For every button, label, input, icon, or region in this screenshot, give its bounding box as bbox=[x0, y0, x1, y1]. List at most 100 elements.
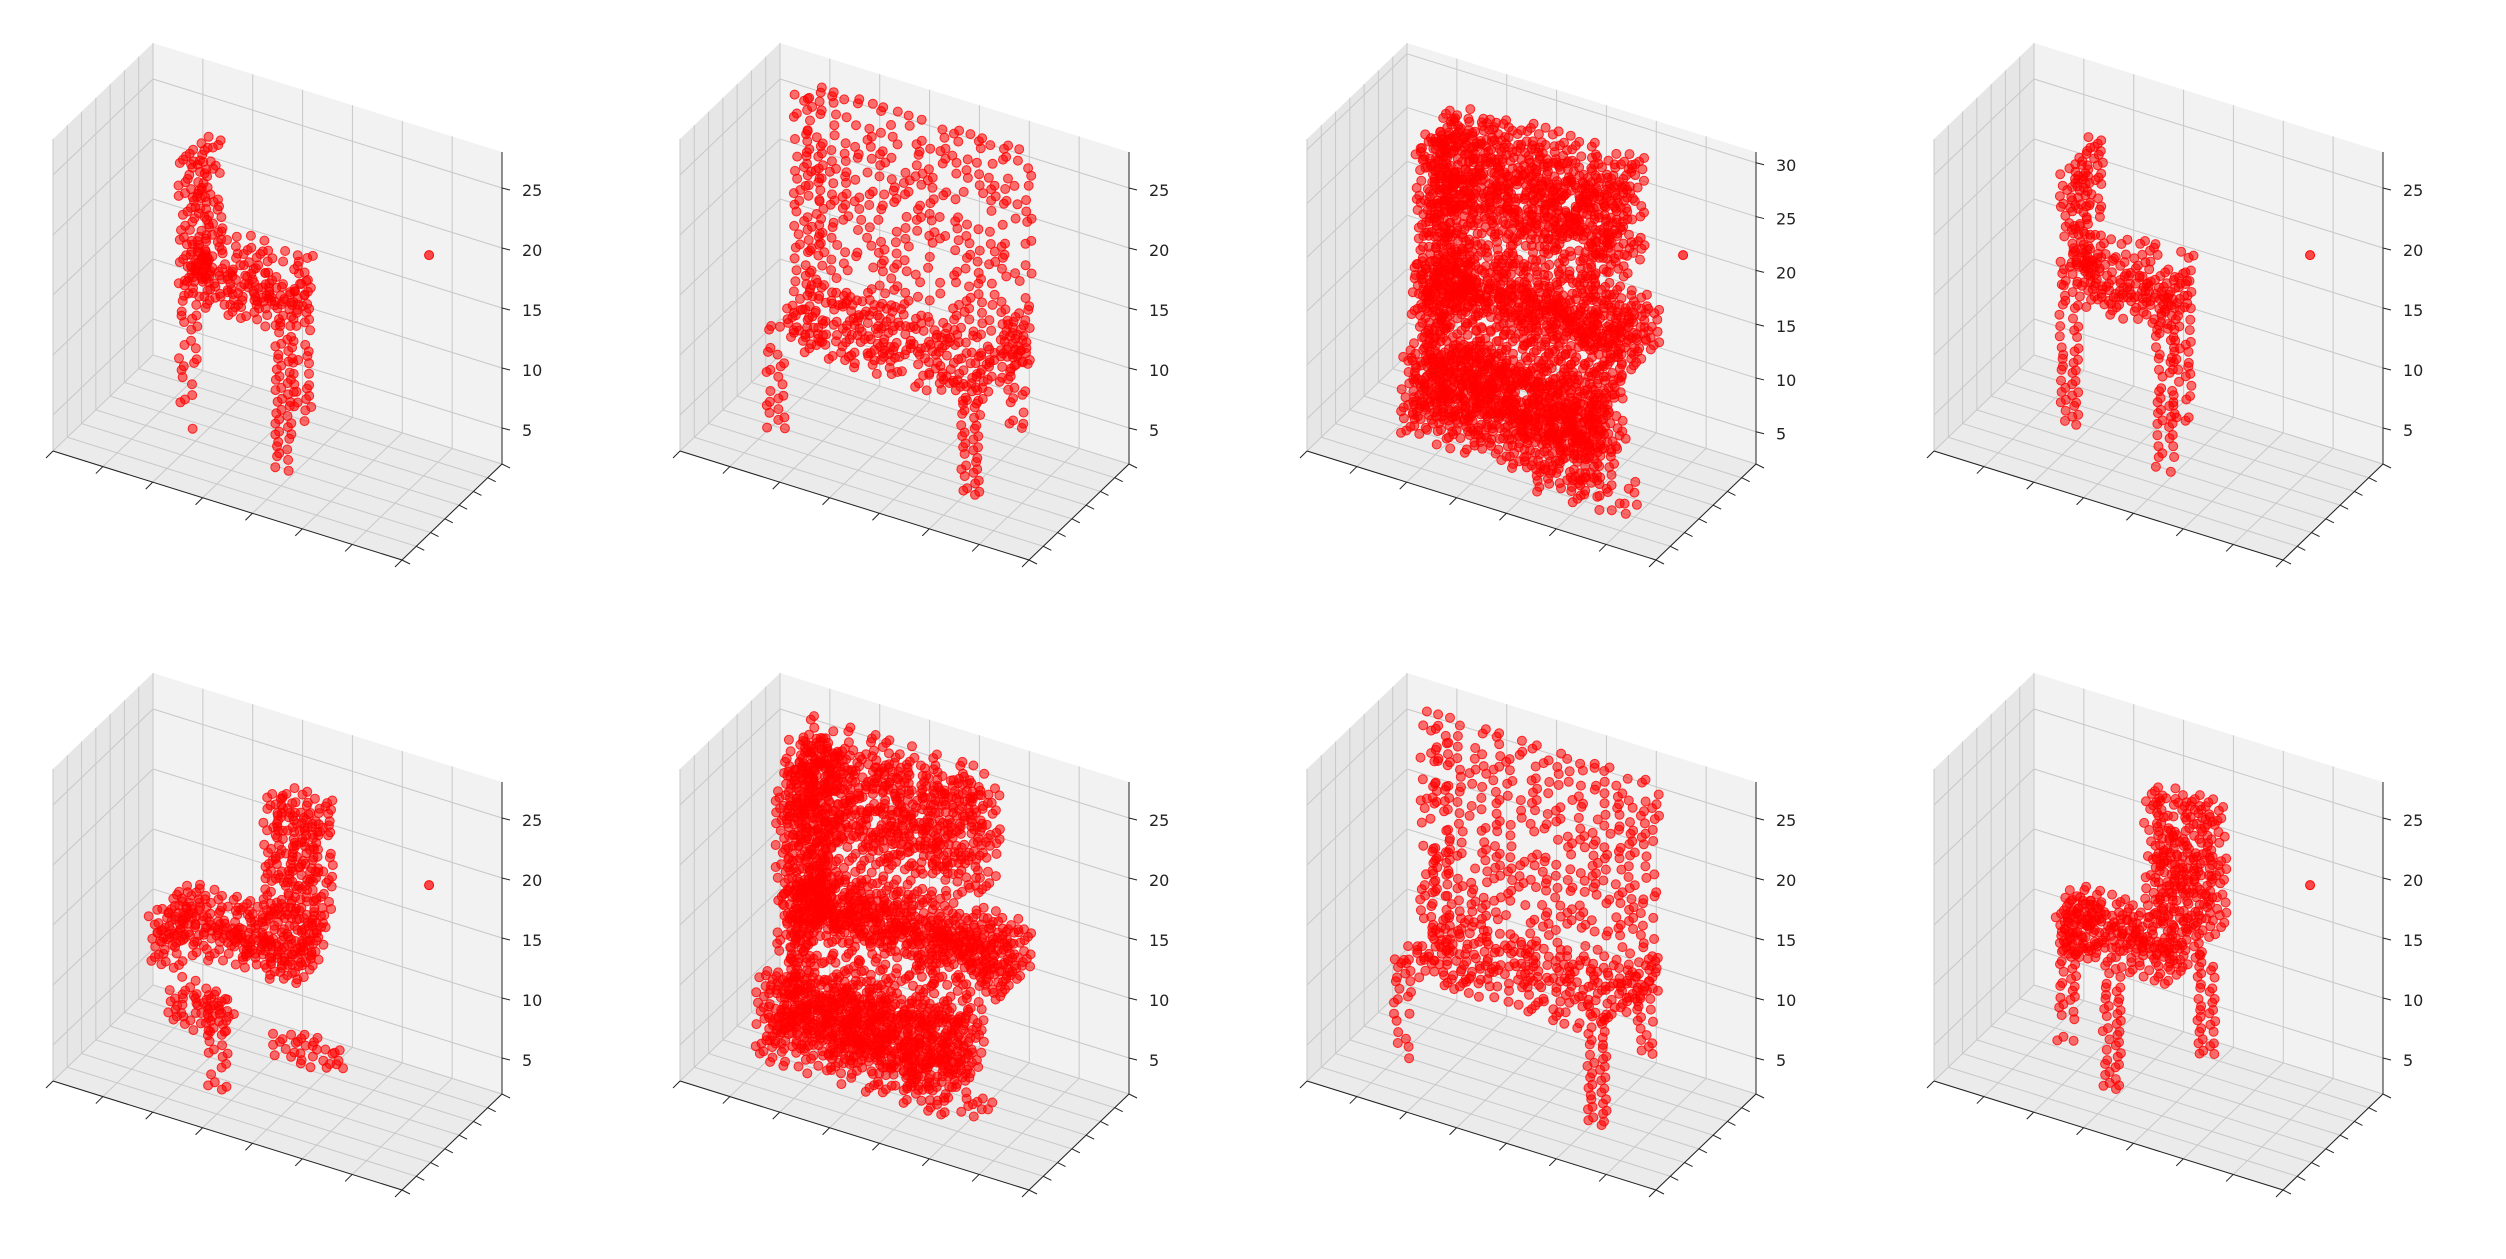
data-point bbox=[2153, 441, 2164, 452]
data-point bbox=[285, 320, 296, 331]
data-point bbox=[1470, 429, 1481, 440]
z-tick-label: 15 bbox=[522, 301, 542, 320]
gridlines bbox=[52, 43, 503, 561]
data-point bbox=[1017, 335, 1028, 346]
data-point bbox=[2067, 411, 2078, 422]
data-point bbox=[887, 131, 898, 142]
data-point bbox=[814, 96, 825, 107]
data-point bbox=[1528, 347, 1539, 358]
data-point bbox=[2151, 342, 2161, 353]
y-tick bbox=[2354, 490, 2363, 496]
data-point bbox=[789, 89, 800, 100]
x-tick bbox=[1021, 559, 1030, 568]
x-tick bbox=[294, 528, 303, 537]
data-point bbox=[262, 310, 273, 321]
data-point bbox=[1506, 278, 1517, 289]
data-point bbox=[2180, 267, 2191, 278]
data-point bbox=[957, 431, 968, 442]
data-point bbox=[2305, 250, 2316, 261]
data-point bbox=[971, 157, 982, 168]
data-point bbox=[941, 350, 952, 361]
data-point bbox=[912, 225, 923, 236]
data-point bbox=[872, 328, 883, 338]
data-point bbox=[949, 377, 960, 388]
data-point bbox=[2081, 302, 2092, 312]
x-tick bbox=[2026, 481, 2035, 490]
data-point bbox=[1609, 392, 1620, 403]
data-point bbox=[168, 962, 179, 973]
data-point bbox=[775, 361, 786, 372]
data-point bbox=[1425, 355, 1436, 366]
data-point bbox=[1446, 411, 1457, 422]
data-point bbox=[1488, 221, 1499, 232]
data-point bbox=[263, 847, 273, 858]
x-tick bbox=[1349, 466, 1358, 474]
data-point bbox=[1407, 355, 1418, 366]
data-point bbox=[1579, 489, 1590, 500]
data-point bbox=[1398, 351, 1409, 362]
data-point bbox=[986, 325, 997, 336]
data-point bbox=[1022, 216, 1033, 227]
data-point bbox=[1623, 483, 1634, 494]
data-point bbox=[1517, 170, 1528, 181]
data-point bbox=[1515, 310, 1526, 321]
data-point bbox=[308, 928, 319, 939]
data-point bbox=[1526, 210, 1537, 221]
data-point bbox=[924, 317, 935, 327]
x-tick bbox=[822, 497, 830, 506]
data-point bbox=[913, 359, 924, 370]
data-point bbox=[1527, 254, 1538, 265]
data-point bbox=[187, 216, 198, 227]
y-tick bbox=[1670, 545, 1679, 551]
data-point bbox=[203, 131, 214, 142]
data-point bbox=[997, 263, 1007, 274]
data-point bbox=[849, 196, 860, 207]
data-point bbox=[821, 329, 832, 340]
data-point bbox=[2163, 323, 2173, 334]
data-point bbox=[1454, 302, 1465, 313]
data-point bbox=[1507, 440, 1518, 451]
data-point bbox=[788, 111, 799, 122]
data-point bbox=[849, 362, 860, 373]
data-point bbox=[825, 199, 836, 210]
data-point bbox=[986, 195, 997, 206]
data-point bbox=[282, 378, 293, 389]
data-point bbox=[1481, 432, 1492, 443]
data-point bbox=[2167, 385, 2178, 396]
data-point bbox=[1567, 497, 1578, 508]
data-point bbox=[827, 287, 838, 298]
data-point bbox=[976, 350, 987, 361]
data-point bbox=[1414, 321, 1425, 332]
data-point bbox=[2068, 249, 2078, 260]
data-point bbox=[176, 225, 186, 236]
data-point bbox=[259, 839, 270, 850]
y-tick bbox=[2368, 477, 2377, 483]
data-point bbox=[2070, 159, 2081, 170]
data-point bbox=[309, 844, 319, 854]
data-point bbox=[266, 296, 277, 306]
data-point bbox=[1479, 192, 1490, 203]
z-tick-label: 15 bbox=[1149, 301, 1169, 320]
data-point bbox=[1005, 397, 1016, 408]
data-point bbox=[799, 162, 809, 172]
data-point bbox=[1505, 451, 1515, 462]
data-point bbox=[1430, 256, 1441, 267]
data-point bbox=[873, 214, 884, 225]
data-point bbox=[2164, 367, 2175, 378]
data-point bbox=[1519, 444, 1530, 455]
data-point bbox=[2137, 249, 2148, 260]
data-point bbox=[1467, 317, 1478, 328]
data-point bbox=[1588, 284, 1598, 295]
data-point bbox=[815, 87, 826, 98]
data-point bbox=[913, 149, 924, 160]
data-point bbox=[813, 163, 824, 174]
data-point bbox=[2056, 387, 2067, 397]
data-point bbox=[1582, 316, 1593, 327]
x-tick bbox=[2225, 544, 2234, 552]
data-point bbox=[1020, 238, 1031, 249]
data-point bbox=[864, 123, 875, 134]
data-point bbox=[1631, 300, 1642, 311]
data-point bbox=[1491, 189, 1502, 200]
data-point bbox=[1455, 367, 1466, 378]
data-point bbox=[1496, 455, 1507, 466]
